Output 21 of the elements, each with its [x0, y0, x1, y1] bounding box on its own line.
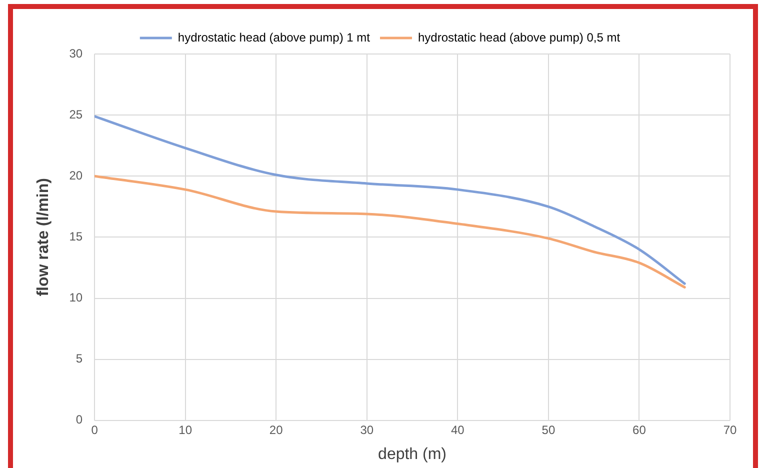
y-tick-label: 0 [76, 412, 83, 427]
y-tick-label: 5 [76, 352, 83, 366]
x-tick-label: 50 [542, 422, 556, 437]
x-tick-label: 20 [269, 422, 284, 437]
y-tick-label: 15 [69, 230, 83, 244]
y-tick-label: 30 [69, 46, 83, 60]
y-tick-label: 10 [69, 290, 83, 305]
legend-label: hydrostatic head (above pump) 0,5 mt [418, 30, 621, 44]
y-axis-title: flow rate (l/min) [35, 178, 52, 296]
x-tick-label: 40 [450, 422, 465, 437]
y-tick-label: 20 [69, 168, 83, 182]
y-tick-label: 25 [69, 107, 83, 122]
x-tick-label: 10 [178, 422, 192, 437]
x-tick-label: 0 [91, 422, 98, 437]
x-tick-label: 70 [723, 422, 737, 437]
x-tick-label: 30 [360, 422, 374, 437]
line-series [94, 115, 686, 285]
line-series [94, 174, 686, 289]
x-axis-title: depth (m) [378, 446, 447, 463]
x-tick-label: 60 [632, 422, 646, 437]
legend-label: hydrostatic head (above pump) 1 mt [178, 30, 371, 44]
